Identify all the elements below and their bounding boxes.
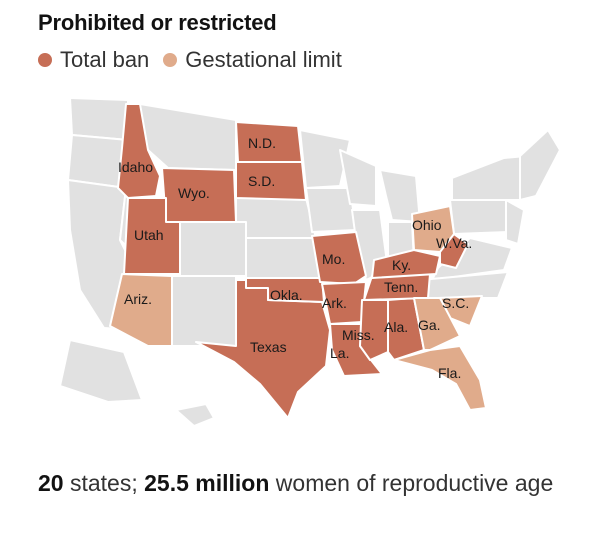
state-florida: [393, 345, 487, 411]
legend: Total ban Gestational limit: [38, 47, 356, 73]
label-north-dakota: N.D.: [248, 135, 276, 151]
state-wisconsin: [339, 149, 377, 207]
state-minnesota: [299, 129, 351, 189]
summary-text: 20 states; 25.5 million women of reprodu…: [38, 466, 568, 500]
state-alaska: [59, 339, 143, 403]
state-new-york: [451, 155, 527, 201]
legend-label-total-ban: Total ban: [60, 47, 150, 72]
label-south-carolina: S.C.: [442, 295, 469, 311]
label-tennessee: Tenn.: [384, 279, 418, 295]
state-ohio: [411, 205, 455, 253]
label-ohio: Ohio: [412, 217, 442, 233]
label-arkansas: Ark.: [322, 295, 347, 311]
label-louisiana: La.: [330, 345, 349, 361]
label-oklahoma: Okla.: [270, 287, 303, 303]
state-washington: [69, 97, 129, 141]
state-hawaii: [175, 403, 215, 427]
label-mississippi: Miss.: [342, 327, 375, 343]
state-mid-atlantic: [505, 199, 525, 245]
label-west-virginia: W.Va.: [436, 235, 472, 251]
state-missouri: [311, 231, 367, 285]
label-idaho: Idaho: [118, 159, 153, 175]
state-montana: [139, 103, 237, 171]
label-florida: Fla.: [438, 365, 461, 381]
state-new-england: [519, 129, 561, 201]
label-arizona: Ariz.: [124, 291, 152, 307]
state-georgia: [413, 297, 461, 351]
label-missouri: Mo.: [322, 251, 345, 267]
state-colorado: [179, 221, 247, 277]
label-texas: Texas: [250, 339, 287, 355]
label-wyoming: Wyo.: [178, 185, 210, 201]
state-arizona: [109, 273, 173, 347]
state-nebraska: [235, 197, 317, 239]
map-title: Prohibited or restricted: [38, 10, 277, 35]
state-idaho: [117, 103, 161, 199]
state-kansas: [245, 237, 323, 279]
summary-count: 20: [38, 470, 64, 496]
label-alabama: Ala.: [384, 319, 408, 335]
state-kentucky: [371, 249, 441, 279]
state-new-mexico: [171, 275, 237, 347]
label-utah: Utah: [134, 227, 164, 243]
state-south-dakota: [235, 161, 307, 201]
legend-swatch-total-ban: [38, 53, 52, 67]
legend-label-gestational-limit: Gestational limit: [185, 47, 342, 72]
label-kentucky: Ky.: [392, 257, 411, 273]
summary-population: 25.5 million: [144, 470, 270, 496]
summary-states-text: states;: [63, 470, 145, 496]
summary-tail: women of reproductive age: [269, 470, 554, 496]
legend-swatch-gestational-limit: [163, 53, 178, 67]
legend-item-gestational-limit: Gestational limit: [163, 47, 342, 73]
label-south-dakota: S.D.: [248, 173, 275, 189]
label-georgia: Ga.: [418, 317, 441, 333]
legend-item-total-ban: Total ban: [38, 47, 149, 73]
state-pennsylvania: [449, 199, 509, 235]
